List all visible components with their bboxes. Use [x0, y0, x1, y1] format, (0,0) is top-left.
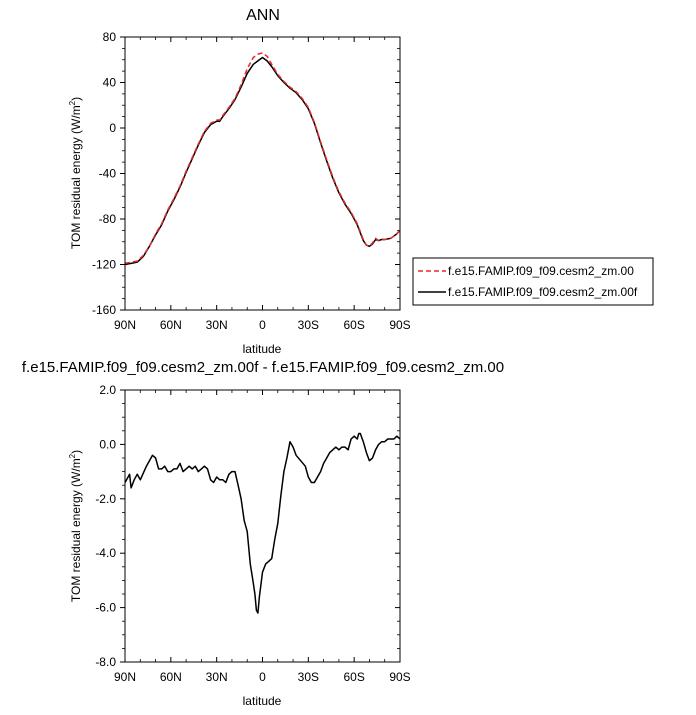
top-series-lines — [124, 52, 401, 266]
bottom-x-tick-label: 30S — [298, 670, 319, 684]
legend-label-series-2: f.e15.FAMIP.f09_f09.cesm2_zm.00f — [448, 285, 638, 299]
top-x-tick-label: 60N — [160, 318, 182, 332]
bottom-series-lines — [124, 432, 401, 614]
bottom-y-tick-label: -4.0 — [95, 546, 116, 560]
bottom-panel: f.e15.FAMIP.f09_f09.cesm2_zm.00f - f.e15… — [22, 359, 504, 708]
bottom-y-tick-label: 2.0 — [99, 383, 116, 397]
top-axis-ticks — [120, 36, 401, 311]
bottom-y-tick-labels: 2.0 0.0 -2.0 -4.0 -6.0 -8.0 — [95, 383, 116, 669]
top-x-tick-label: 30S — [298, 318, 319, 332]
top-y-tick-label: 0 — [109, 121, 116, 135]
bottom-plot-frame — [124, 389, 401, 663]
bottom-x-tick-label: 90S — [389, 670, 410, 684]
legend: f.e15.FAMIP.f09_f09.cesm2_zm.00 f.e15.FA… — [412, 257, 654, 306]
bottom-x-axis-label: latitude — [243, 694, 282, 708]
top-plot-frame — [124, 36, 401, 311]
top-x-tick-label: 90N — [114, 318, 136, 332]
bottom-y-axis-label-text: TOM residual energy (W/m — [69, 458, 83, 602]
top-series-line-1 — [124, 52, 401, 265]
bottom-y-axis-label-superscript: 2 — [68, 453, 77, 458]
bottom-axis-ticks — [120, 389, 401, 663]
top-x-tick-labels: 90N 60N 30N 0 30S 60S 90S — [114, 318, 411, 332]
top-x-tick-label: 0 — [259, 318, 266, 332]
bottom-y-axis-label: TOM residual energy (W/m2) — [68, 450, 83, 602]
bottom-y-tick-label: -6.0 — [95, 601, 116, 615]
top-y-tick-label: -120 — [92, 258, 116, 272]
top-panel: ANN TOM residual energy (W/m2) 90N 60N 30N… — [68, 7, 411, 356]
top-y-tick-label: -40 — [99, 167, 117, 181]
bottom-chart-title: f.e15.FAMIP.f09_f09.cesm2_zm.00f - f.e15… — [22, 359, 504, 376]
top-y-tick-label: -80 — [99, 212, 117, 226]
legend-label-series-1: f.e15.FAMIP.f09_f09.cesm2_zm.00 — [448, 264, 634, 278]
bottom-x-tick-label: 60S — [343, 670, 364, 684]
top-y-axis-label: TOM residual energy (W/m2) — [68, 97, 83, 249]
bottom-y-tick-label: 0.0 — [99, 437, 116, 451]
bottom-x-tick-labels: 90N 60N 30N 0 30S 60S 90S — [114, 670, 411, 684]
bottom-series-line-1 — [124, 432, 401, 614]
bottom-y-tick-label: -2.0 — [95, 492, 116, 506]
bottom-x-tick-label: 30N — [206, 670, 228, 684]
top-y-tick-label: 80 — [103, 30, 117, 44]
top-x-tick-label: 60S — [343, 318, 364, 332]
legend-box — [412, 257, 654, 306]
bottom-x-tick-label: 0 — [259, 670, 266, 684]
top-series-line-2 — [124, 56, 401, 266]
top-y-axis-label-superscript: 2 — [68, 100, 77, 105]
top-x-tick-label: 30N — [206, 318, 228, 332]
top-y-axis-label-close: ) — [69, 97, 83, 101]
bottom-x-tick-label: 60N — [160, 670, 182, 684]
top-x-tick-label: 90S — [389, 318, 410, 332]
top-y-tick-label: -160 — [92, 303, 116, 317]
bottom-y-axis-label-close: ) — [69, 450, 83, 454]
bottom-x-tick-label: 90N — [114, 670, 136, 684]
top-y-axis-label-text: TOM residual energy (W/m — [69, 105, 83, 249]
top-chart-title: ANN — [246, 7, 280, 24]
top-y-tick-labels: 80 40 0 -40 -80 -120 -160 — [92, 30, 116, 317]
top-x-axis-label: latitude — [243, 342, 282, 356]
top-y-tick-label: 40 — [103, 76, 117, 90]
bottom-y-tick-label: -8.0 — [95, 655, 116, 669]
